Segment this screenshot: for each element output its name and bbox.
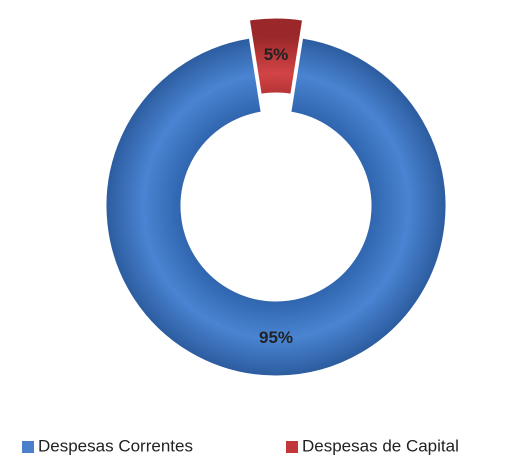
legend-swatch — [286, 441, 298, 453]
legend-swatch — [22, 441, 34, 453]
data-label: 95% — [259, 328, 293, 347]
data-label: 5% — [264, 45, 289, 64]
donut-slice — [105, 37, 447, 377]
legend-label: Despesas Correntes — [38, 436, 193, 455]
legend-label: Despesas de Capital — [302, 436, 459, 455]
donut-slice — [248, 17, 304, 95]
